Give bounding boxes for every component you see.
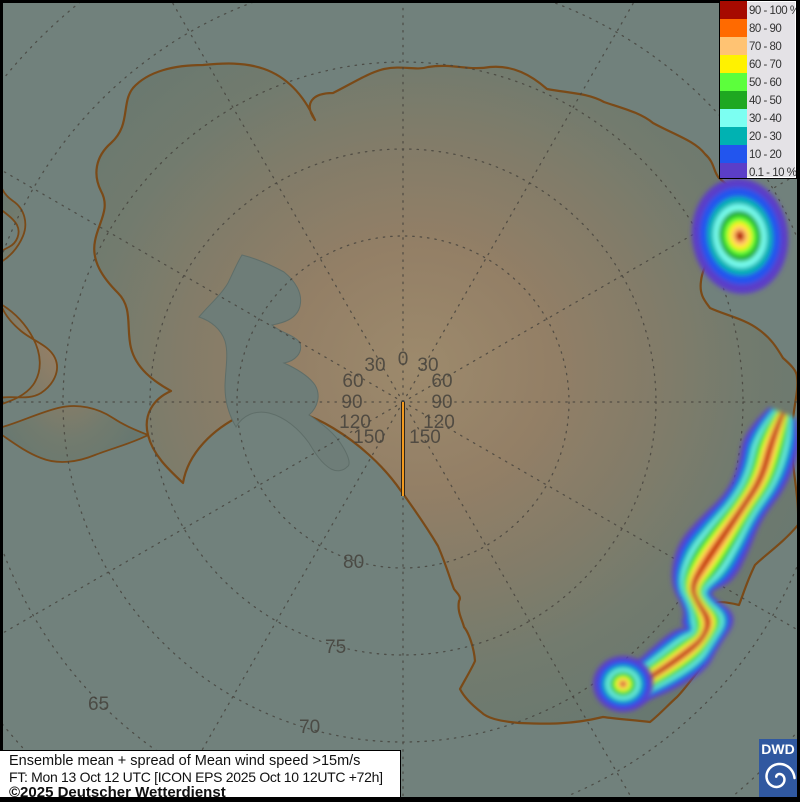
svg-text:DWD: DWD <box>761 741 794 757</box>
